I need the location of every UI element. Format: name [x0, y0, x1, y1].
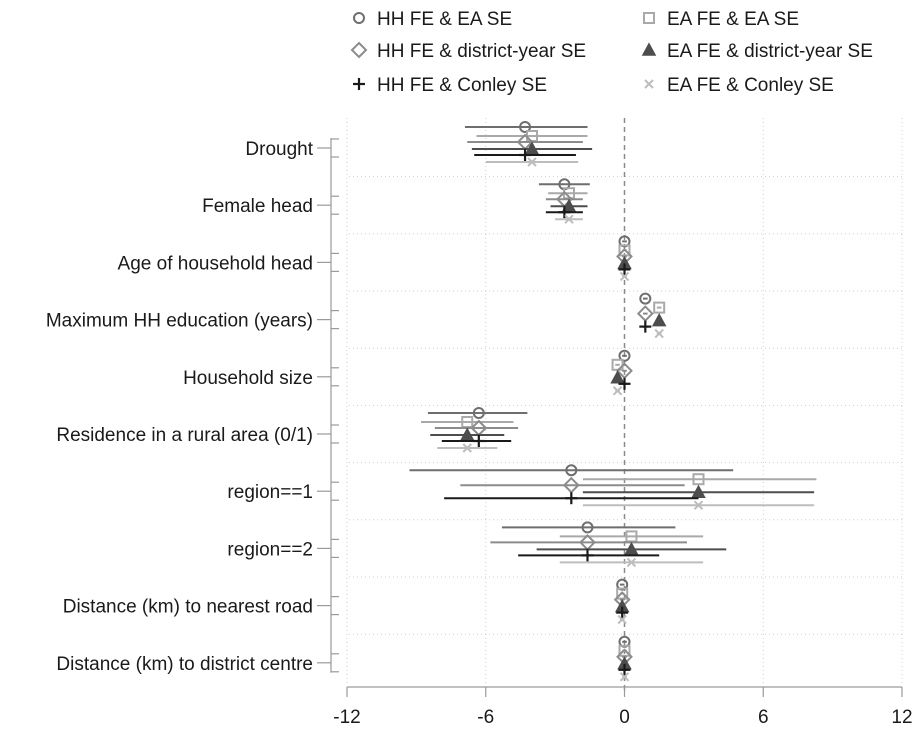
x-tick-label-1: -6 [477, 707, 494, 728]
y-tick-label-9: Distance (km) to district centre [56, 654, 313, 675]
point-s4-c0 [519, 149, 532, 161]
point-s5-c6 [693, 500, 704, 510]
x-tick-label-2: 0 [619, 707, 630, 728]
plot-area [409, 121, 817, 682]
y-tick-label-2: Age of household head [118, 253, 313, 274]
point-s3-c4 [610, 370, 625, 384]
point-s5-c7 [626, 557, 637, 568]
y-tick-label-7: region==2 [227, 539, 313, 560]
point-s4-c3 [639, 320, 652, 333]
point-s5-c5 [462, 443, 472, 453]
point-s5-c2 [619, 271, 630, 282]
y-tick-label-3: Maximum HH education (years) [46, 311, 313, 332]
legend-label-4: HH FE & Conley SE [377, 75, 547, 96]
y-axis: Drought Female head Age of household head M… [46, 138, 339, 675]
point-s5-c8-b [617, 614, 627, 625]
y-tick-label-4: Household size [183, 368, 313, 389]
x-tick-label-3: 6 [758, 707, 769, 728]
legend-label-3: EA FE & district-year SE [667, 41, 873, 62]
grid [346, 118, 903, 690]
point-s1-c3 [653, 301, 666, 314]
y-tick-label-8: Distance (km) to nearest road [63, 597, 313, 618]
point-s4-c5 [472, 435, 485, 447]
point-s0-c5 [472, 407, 485, 419]
y-tick-label-5: Residence in a rural area (0/1) [56, 425, 313, 446]
series-5 [437, 157, 815, 682]
legend-marker-3 [641, 42, 657, 56]
point-s4-c4 [618, 377, 631, 390]
legend-marker-5 [644, 79, 654, 89]
point-s0-c4 [618, 349, 631, 362]
point-s0-c6 [565, 464, 578, 477]
point-s5-c3-b [654, 328, 664, 339]
legend-label-2: HH FE & district-year SE [377, 41, 586, 62]
point-s5-c9 [619, 672, 630, 682]
point-s5-c0 [527, 157, 537, 167]
legend-label-0: HH FE & EA SE [377, 9, 512, 30]
point-s4-c8 [616, 606, 629, 619]
point-s5-c7-b [626, 557, 637, 568]
x-tick-label-4: 12 [891, 707, 912, 728]
point-s5-c1 [564, 214, 574, 224]
x-tick-label-0: -12 [333, 707, 360, 728]
legend-marker-4 [353, 78, 365, 90]
point-s0-c7 [581, 521, 594, 534]
point-s5-c8 [617, 614, 627, 625]
y-tick-label-0: Drought [245, 139, 313, 160]
point-s4-c7 [581, 549, 594, 562]
point-s5-c2-b [619, 271, 630, 282]
legend-marker-2 [350, 41, 368, 59]
x-axis: -12 -6 0 6 12 [333, 686, 913, 728]
point-s5-c9-b [619, 672, 630, 682]
series-0 [409, 121, 734, 648]
point-s0-c3 [639, 292, 652, 305]
point-s0-c0 [519, 121, 532, 133]
series-4 [441, 149, 699, 676]
point-s5-c0-b [527, 157, 537, 167]
legend-label-5: EA FE & Conley SE [667, 75, 834, 96]
legend-marker-0 [353, 12, 365, 24]
point-s5-c5-b [462, 443, 472, 453]
point-s5-c1-b [564, 214, 574, 224]
point-s5-c3 [654, 328, 664, 339]
y-tick-label-1: Female head [202, 196, 313, 217]
point-s5-c4 [612, 386, 623, 396]
point-s1-c6 [692, 473, 705, 486]
point-s4-c1 [558, 206, 571, 219]
point-s5-c6-b [693, 500, 704, 510]
point-s5-c4-b [612, 386, 623, 396]
legend-marker-1 [643, 12, 655, 24]
point-s4-c6 [565, 492, 578, 505]
series-2 [434, 133, 687, 666]
legend: HH FE & EA SE EA FE & EA SE HH FE & distri… [350, 9, 873, 96]
point-s4-c9 [618, 663, 631, 676]
point-s3-c3 [651, 313, 667, 327]
point-s4-c2 [618, 263, 631, 276]
legend-label-1: EA FE & EA SE [667, 9, 799, 30]
legend-marker-5-b [644, 79, 654, 89]
y-tick-label-6: region==1 [227, 482, 313, 503]
